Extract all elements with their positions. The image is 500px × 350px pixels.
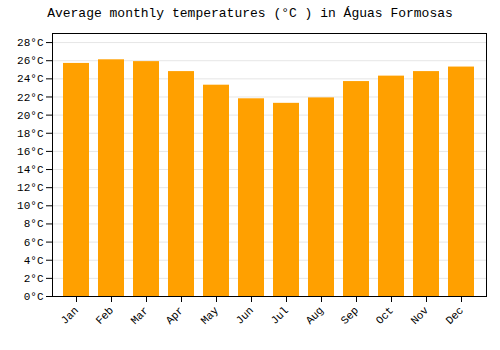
svg-text:Jul: Jul (269, 304, 291, 326)
svg-text:16°C: 16°C (17, 146, 44, 158)
svg-text:10°C: 10°C (17, 200, 44, 212)
svg-text:Aug: Aug (304, 304, 326, 326)
svg-text:28°C: 28°C (17, 37, 44, 49)
svg-text:Apr: Apr (164, 304, 186, 326)
svg-text:24°C: 24°C (17, 73, 44, 85)
svg-text:0°C: 0°C (24, 291, 44, 303)
svg-text:Dec: Dec (444, 304, 466, 326)
svg-text:26°C: 26°C (17, 55, 44, 67)
svg-text:18°C: 18°C (17, 128, 44, 140)
svg-text:2°C: 2°C (24, 273, 44, 285)
svg-text:4°C: 4°C (24, 255, 44, 267)
html-text:Average monthly temperatures (: Average monthly temperatures (°C ) in Ág… (47, 6, 453, 21)
svg-text:Feb: Feb (94, 304, 116, 326)
svg-text:12°C: 12°C (17, 182, 44, 194)
svg-text:Mar: Mar (129, 304, 151, 326)
svg-text:8°C: 8°C (24, 218, 44, 230)
svg-text:Jan: Jan (59, 304, 81, 326)
svg-text:Oct: Oct (374, 304, 396, 326)
svg-text:14°C: 14°C (17, 164, 44, 176)
svg-text:22°C: 22°C (17, 92, 44, 104)
svg-text:May: May (199, 304, 222, 327)
svg-text:20°C: 20°C (17, 110, 44, 122)
svg-text:6°C: 6°C (24, 237, 44, 249)
svg-text:Nov: Nov (409, 304, 432, 327)
svg-text:Sep: Sep (339, 304, 361, 326)
svg-text:Jun: Jun (234, 304, 256, 326)
